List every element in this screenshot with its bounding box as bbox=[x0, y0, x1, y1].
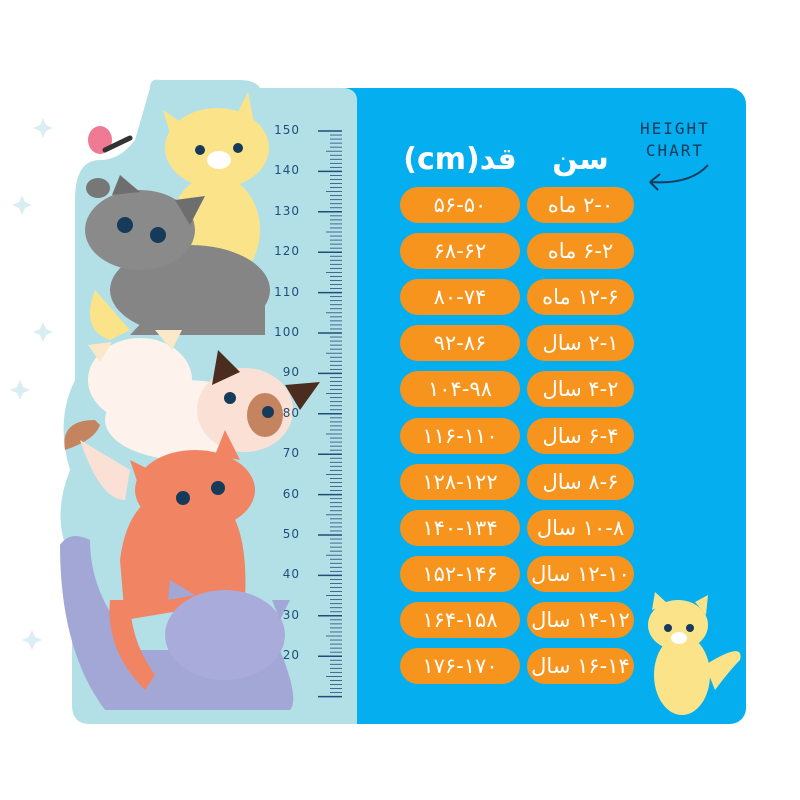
sparkle-icons bbox=[10, 118, 53, 650]
age-pill: ۶-۴ سال bbox=[527, 417, 634, 454]
age-header: سن bbox=[552, 142, 609, 177]
ruler-label: 40 bbox=[282, 567, 300, 582]
butterfly-icon bbox=[88, 126, 133, 154]
height-pill: ۹۲-۸۶ bbox=[400, 325, 520, 362]
age-pill: ۴-۲ سال bbox=[527, 371, 634, 408]
height-pill: ۱۴۰-۱۳۴ bbox=[400, 509, 520, 546]
ruler-label: 70 bbox=[282, 446, 300, 461]
height-header: قد(cm) bbox=[403, 142, 517, 177]
age-pill: ۱۴-۱۲ سال bbox=[527, 601, 634, 638]
ruler-label: 50 bbox=[282, 527, 300, 541]
ruler-ticks bbox=[318, 130, 342, 698]
height-pill: ۱۰۴-۹۸ bbox=[400, 371, 520, 408]
height-pill: ۱۱۶-۱۱۰ bbox=[400, 417, 520, 454]
height-pill: ۶۸-۶۲ bbox=[400, 233, 520, 270]
badge-line1: HEIGHT bbox=[640, 119, 710, 138]
age-pill: ۱۰-۸ سال bbox=[527, 509, 634, 546]
age-pill: ۲-۰ ماه bbox=[527, 187, 634, 223]
age-pill: ۱۶-۱۴ سال bbox=[527, 648, 634, 684]
small-yellow-cat bbox=[648, 592, 741, 715]
height-pill: ۱۵۲-۱۴۶ bbox=[400, 555, 520, 592]
age-pill: ۱۲-۶ ماه bbox=[527, 279, 634, 316]
badge-line2: CHART bbox=[645, 141, 704, 160]
ruler-label: 90 bbox=[282, 365, 300, 380]
ruler-label: 80 bbox=[282, 405, 300, 420]
grey-cat bbox=[85, 175, 270, 335]
ruler-label: 20 bbox=[282, 648, 300, 663]
ruler-label: 110 bbox=[274, 284, 300, 299]
ruler-label: 30 bbox=[282, 607, 300, 622]
height-pill: ۸۰-۷۴ bbox=[400, 279, 520, 316]
age-pill: ۲-۱ سال bbox=[527, 325, 634, 362]
age-pill: ۱۲-۱۰ سال bbox=[527, 555, 634, 592]
height-pill: ۱۲۸-۱۲۲ bbox=[400, 463, 520, 500]
curved-arrow-icon bbox=[649, 164, 709, 191]
ruler-label: 140 bbox=[274, 163, 300, 178]
ruler-label: 150 bbox=[274, 123, 300, 137]
height-pill: ۱۶۴-۱۵۸ bbox=[400, 601, 520, 638]
siamese-cat bbox=[197, 350, 320, 452]
height-pill: ۵۶-۵۰ bbox=[400, 187, 520, 223]
height-pill: ۱۷۶-۱۷۰ bbox=[400, 648, 520, 684]
ruler-label: 60 bbox=[282, 486, 300, 501]
orange-cat bbox=[80, 430, 255, 620]
age-pill: ۶-۲ ماه bbox=[527, 233, 634, 270]
ruler-label: 120 bbox=[274, 244, 300, 259]
ruler-label: 130 bbox=[274, 203, 300, 218]
purple-cat bbox=[60, 536, 294, 710]
ruler-label: 100 bbox=[274, 325, 300, 339]
age-pill: ۸-۶ سال bbox=[527, 463, 634, 500]
height-chart-badge: HEIGHT CHART bbox=[640, 118, 710, 162]
